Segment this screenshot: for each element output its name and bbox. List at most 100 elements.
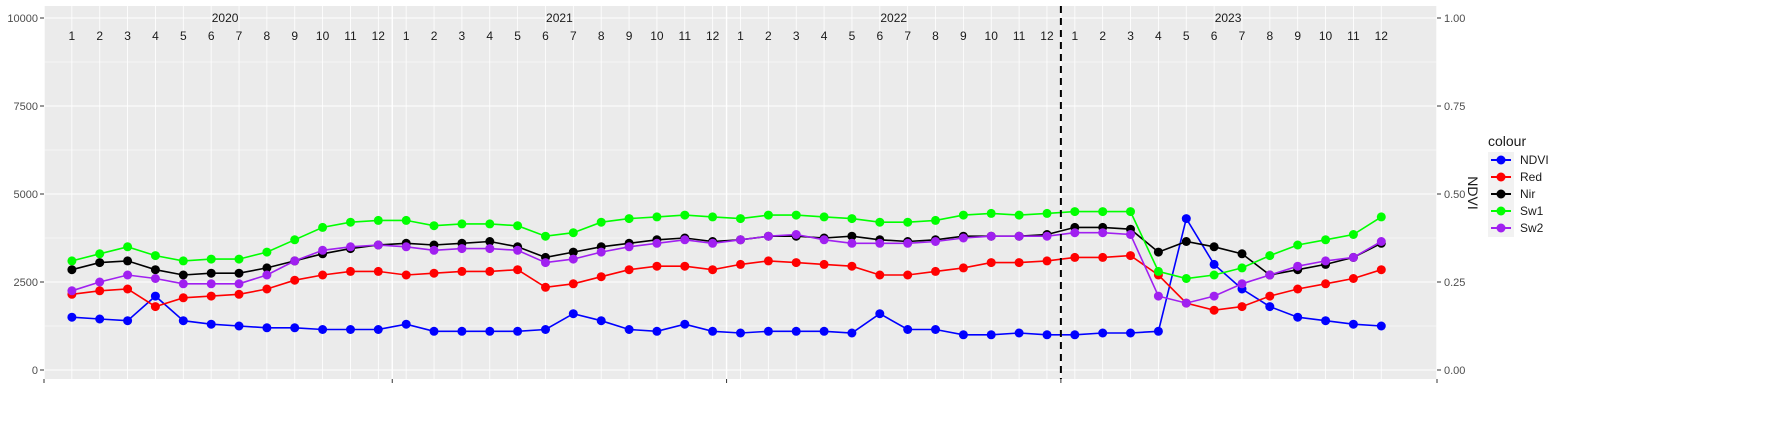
data-point <box>624 265 634 275</box>
data-point <box>1376 265 1386 275</box>
data-point <box>429 245 439 255</box>
month-label: 6 <box>208 29 215 43</box>
month-label: 5 <box>514 29 521 43</box>
data-point <box>763 326 773 336</box>
y2-tick-label: 1.00 <box>1444 13 1465 25</box>
data-point <box>1376 321 1386 331</box>
data-point <box>67 312 77 322</box>
data-point <box>541 282 550 292</box>
data-point <box>206 319 216 329</box>
series-sw2 <box>67 228 1386 308</box>
data-point <box>708 212 718 222</box>
data-point <box>95 314 105 324</box>
data-point <box>123 256 133 266</box>
data-point <box>262 270 272 280</box>
data-point <box>67 265 77 275</box>
data-point <box>513 265 523 275</box>
month-label: 3 <box>124 29 131 43</box>
data-point <box>736 214 745 224</box>
data-point <box>1348 252 1358 262</box>
month-label: 10 <box>316 29 330 43</box>
data-point <box>1126 251 1135 261</box>
data-point <box>1126 207 1135 217</box>
year-label: 2022 <box>880 11 907 25</box>
data-point <box>123 242 133 252</box>
data-point <box>847 231 857 241</box>
data-point <box>596 217 606 227</box>
data-point <box>457 219 467 229</box>
data-point <box>791 326 801 336</box>
legend-marker <box>1496 172 1506 182</box>
data-point <box>1237 302 1247 312</box>
month-label: 11 <box>1013 29 1026 43</box>
data-point <box>1042 208 1052 218</box>
month-label: 7 <box>1239 29 1246 43</box>
data-point <box>1098 207 1108 217</box>
data-point <box>67 286 77 296</box>
month-label: 1 <box>403 29 410 43</box>
month-label: 9 <box>960 29 967 43</box>
data-point <box>290 235 300 245</box>
data-point <box>1042 231 1052 241</box>
data-point <box>931 325 940 334</box>
data-point <box>986 258 996 268</box>
y-tick-label: 5000 <box>14 189 38 201</box>
data-point <box>1237 263 1247 273</box>
legend-label: Red <box>1520 170 1542 184</box>
month-label: 2 <box>96 29 103 43</box>
data-point <box>1126 230 1135 239</box>
data-point <box>791 230 801 239</box>
y-tick-label: 7500 <box>14 101 38 113</box>
month-label: 3 <box>1127 29 1134 43</box>
data-point <box>485 244 495 254</box>
data-point <box>178 270 188 280</box>
data-point <box>262 284 272 294</box>
data-point <box>819 326 829 336</box>
data-point <box>568 279 578 289</box>
data-point <box>401 215 411 225</box>
y-tick-label: 10000 <box>7 13 38 25</box>
y2-tick-label: 0.25 <box>1444 277 1465 289</box>
legend-label: NDVI <box>1520 153 1549 167</box>
data-point <box>123 270 133 280</box>
data-point <box>485 237 495 246</box>
legend-title: colour <box>1488 133 1526 149</box>
data-point <box>1265 291 1275 301</box>
data-point <box>819 212 829 222</box>
data-point <box>401 270 411 280</box>
data-point <box>513 221 523 231</box>
data-point <box>958 263 968 273</box>
month-label: 1 <box>1071 29 1078 43</box>
data-point <box>1293 284 1303 294</box>
data-point <box>680 235 690 245</box>
data-point <box>1070 207 1080 217</box>
data-point <box>763 256 773 266</box>
data-point <box>373 266 383 276</box>
data-point <box>1181 214 1191 224</box>
series-ndvi <box>67 214 1386 340</box>
data-point <box>67 256 77 266</box>
data-point <box>262 263 272 273</box>
data-point <box>903 238 913 248</box>
data-point <box>680 319 690 329</box>
data-point <box>1265 302 1275 312</box>
data-point <box>1293 312 1303 322</box>
data-point <box>1321 235 1331 245</box>
data-point <box>652 238 662 248</box>
data-point <box>150 302 160 312</box>
month-label: 2 <box>765 29 772 43</box>
data-point <box>903 217 913 227</box>
month-label: 12 <box>1040 29 1054 43</box>
data-point <box>1014 231 1024 241</box>
y2-tick-label: 0.75 <box>1444 101 1465 113</box>
data-point <box>1237 249 1247 259</box>
series-sw1 <box>67 207 1386 283</box>
data-point <box>95 258 105 268</box>
data-point <box>95 249 105 259</box>
data-point <box>457 244 467 254</box>
legend-label: Sw2 <box>1520 221 1544 235</box>
data-point <box>763 210 773 220</box>
data-point <box>513 245 523 255</box>
month-label: 10 <box>650 29 664 43</box>
data-point <box>1042 330 1052 340</box>
